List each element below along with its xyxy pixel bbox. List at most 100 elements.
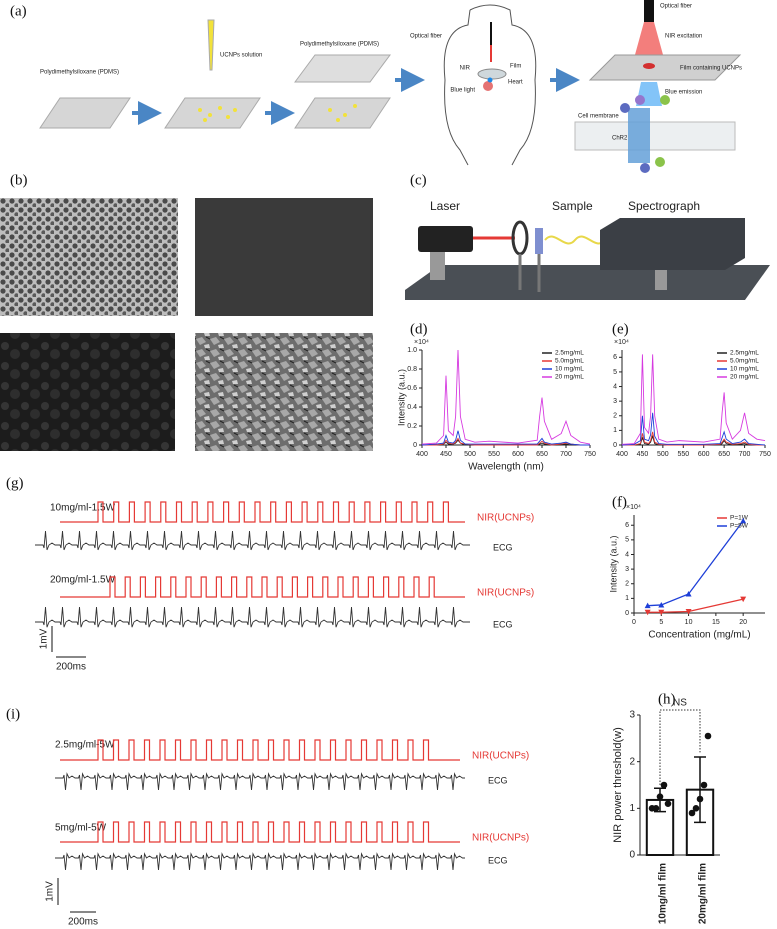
condition-label: 2.5mg/ml-5W [55, 740, 115, 751]
chr2-channel [628, 108, 650, 163]
x-tick-label: 400 [416, 451, 428, 458]
x-tick-label: 0 [632, 619, 636, 626]
legend-label: 20 mg/mL [555, 374, 584, 381]
blue-light [487, 77, 493, 83]
fluorescence-image [0, 333, 175, 451]
optical-table [405, 265, 770, 300]
point [740, 596, 747, 603]
y-tick-label: 5 [613, 369, 617, 376]
y-tick-label: 0.4 [407, 404, 417, 411]
ions [620, 95, 670, 173]
condition-label: 5mg/ml-5W [55, 823, 107, 834]
y-tick-label: 0.6 [407, 385, 417, 392]
cell-membrane [574, 121, 736, 151]
y-tick-label: 0 [413, 442, 417, 449]
pdms-sheet [294, 54, 391, 83]
schematic-label: Cell membrane [578, 114, 619, 120]
y-axis-label: NIR power threshold(w) [612, 727, 624, 843]
y-multiplier: ×10⁴ [414, 339, 429, 346]
ecg-label: ECG [493, 542, 513, 552]
spectrograph-box [600, 218, 745, 270]
scale-label: 1mV [39, 628, 50, 649]
x-tick-label: 20mg/ml film [698, 863, 709, 924]
schematic-label: Polydimethylsiloxane (PDMS) [40, 70, 119, 76]
scale-label: 200ms [68, 917, 98, 928]
y-tick-label: 1.0 [407, 347, 417, 354]
pdms-sheet [294, 97, 391, 129]
point [692, 805, 700, 812]
x-tick-label: 750 [759, 451, 771, 458]
setup-label: Sample [552, 199, 593, 213]
y-tick-label: 1 [629, 803, 635, 814]
film-plate [588, 54, 742, 81]
pdms-sheet [39, 97, 131, 129]
y-tick-label: 0.8 [407, 366, 417, 373]
nir-pulses [60, 739, 460, 761]
schematic-label: NIR excitation [665, 34, 702, 40]
legend-label: P=5W [730, 523, 749, 530]
point [704, 732, 712, 740]
ecg-trace [35, 606, 470, 628]
schematic-label: Film [510, 64, 521, 70]
legend-label: 10 mg/mL [555, 366, 584, 373]
ecg-label: ECG [488, 855, 508, 865]
scale-bar [57, 878, 96, 913]
rat-outline [443, 4, 537, 166]
schematic-label: Optical fiber [410, 34, 442, 40]
stim-label: NIR(UCNPs) [477, 513, 534, 524]
legend-label: 20 mg/mL [730, 374, 759, 381]
x-tick-label: 600 [512, 451, 524, 458]
x-tick-label: 20 [739, 619, 747, 626]
sample-holder [535, 228, 543, 254]
point [688, 809, 696, 817]
condition-label: 20mg/ml-1.5W [50, 575, 116, 586]
point [660, 781, 668, 789]
panel-label: (g) [6, 475, 24, 491]
series-line [622, 431, 765, 446]
tem-image [0, 198, 178, 316]
panel-label: (c) [410, 172, 427, 188]
y-tick-label: 0 [629, 850, 635, 861]
stim-label: NIR(UCNPs) [472, 751, 529, 762]
ucnp-drops [328, 104, 357, 122]
laser-head [418, 226, 473, 252]
legend-label: 10 mg/mL [730, 366, 759, 373]
y-tick-label: 6 [625, 522, 629, 529]
x-tick-label: 450 [440, 451, 452, 458]
pdms-sheet [164, 97, 261, 129]
y-axis-label: Intensity (a.u.) [396, 369, 406, 426]
panel-label: (h) [658, 691, 676, 707]
panel-label: (d) [410, 321, 428, 337]
panel-c [405, 218, 770, 300]
point [740, 517, 747, 524]
setup-label: Spectrograph [628, 199, 700, 213]
microscopy-image [195, 198, 373, 316]
schematic-label: Blue light [450, 88, 475, 94]
legend-label: 5.0mg/mL [730, 358, 759, 365]
x-tick-label: 10mg/ml film [658, 863, 669, 924]
scale-label: 1mV [45, 881, 56, 902]
stim-label: NIR(UCNPs) [472, 833, 529, 844]
y-tick-label: 3 [625, 566, 629, 573]
y-tick-label: 1 [625, 595, 629, 602]
x-tick-label: 700 [560, 451, 572, 458]
laser-post [430, 252, 445, 280]
x-tick-label: 500 [464, 451, 476, 458]
annotation: NS [673, 698, 687, 709]
y-tick-label: 2 [629, 756, 635, 767]
ecg-label: ECG [493, 619, 513, 629]
ecg-trace [55, 772, 465, 791]
point [652, 805, 660, 812]
schematic-label: Optical fiber [660, 4, 692, 10]
point [696, 795, 704, 803]
ns-bracket [659, 709, 701, 785]
legend-label: 2.5mg/mL [555, 350, 584, 357]
y-tick-label: 0 [613, 442, 617, 449]
legend-label: 5.0mg/mL [555, 358, 584, 365]
legend-label: 2.5mg/mL [730, 350, 759, 357]
schematic-label: Blue emission [665, 90, 702, 96]
panel-a [39, 0, 742, 173]
post [655, 270, 667, 290]
ecg-label: ECG [488, 775, 508, 785]
point [664, 800, 672, 807]
